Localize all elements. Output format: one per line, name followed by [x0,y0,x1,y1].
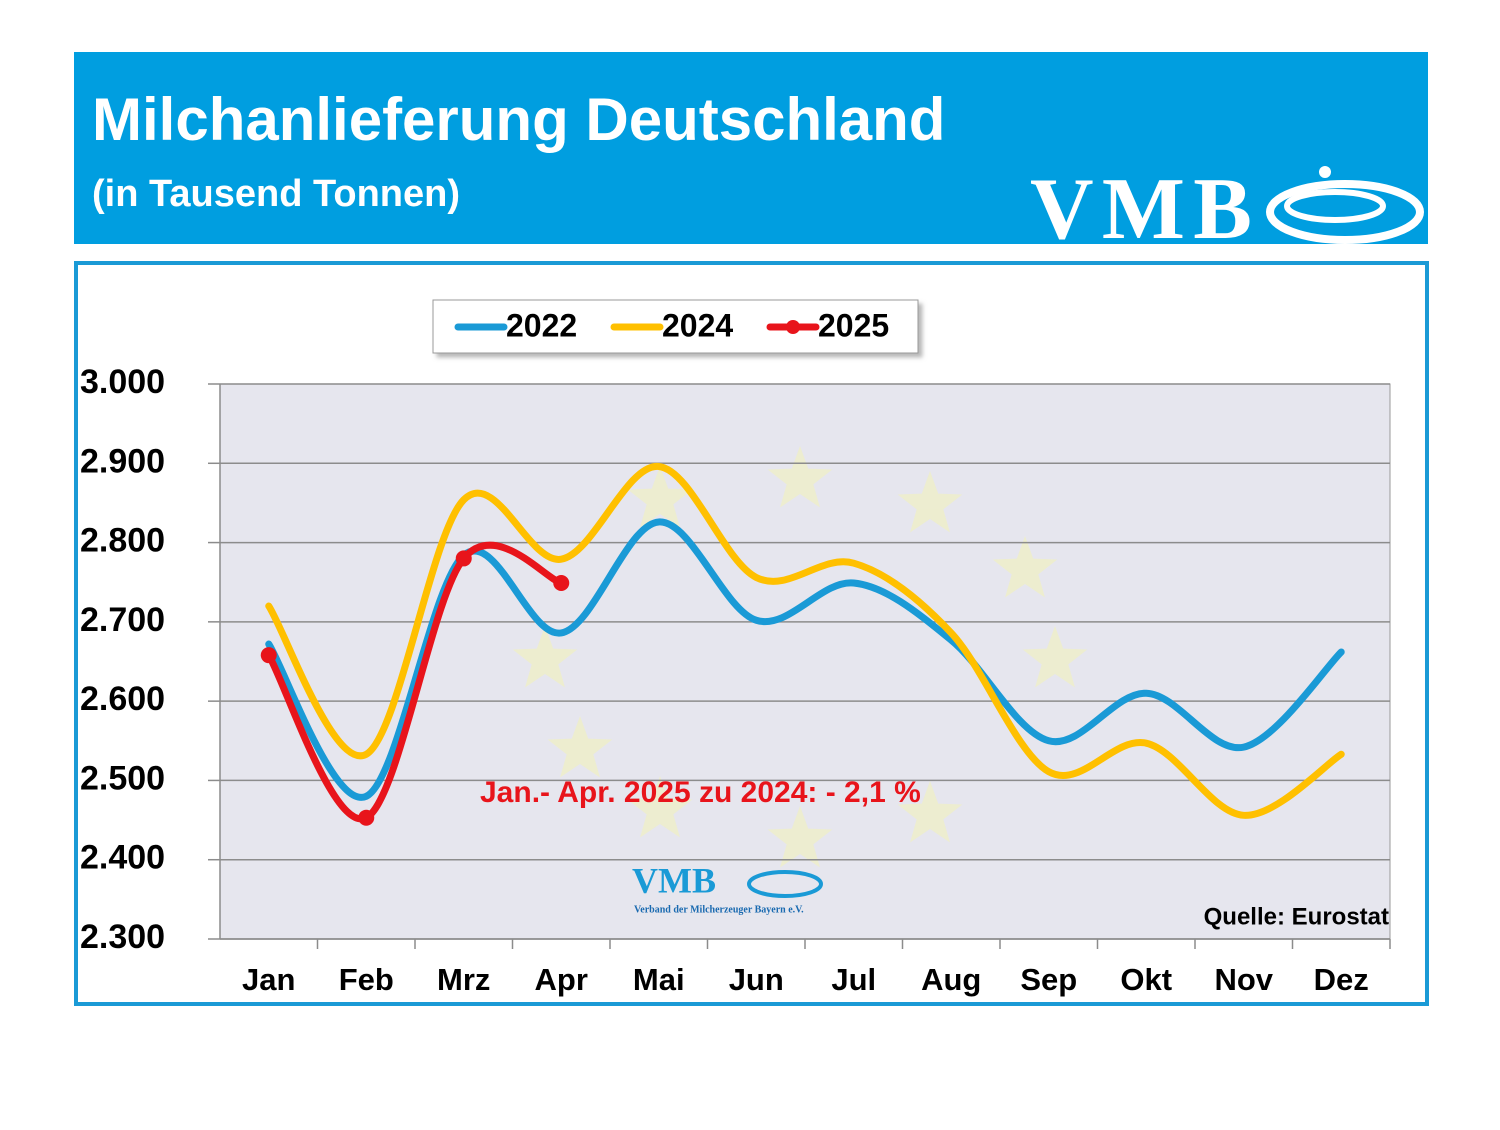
legend [432,299,919,354]
x-tick-label: Feb [339,962,394,997]
point [358,809,375,826]
star [627,466,693,528]
point [553,575,570,592]
line [265,518,1345,801]
line [265,541,565,823]
header-bar [74,52,1428,244]
watermark-logo: VMB [632,860,716,900]
x-tick-label: Jun [729,962,784,997]
legend-label: 2025 [818,307,889,343]
watermark-swoosh [747,870,823,898]
y-tick-label: 2.500 [80,759,165,797]
y-tick-label: 2.900 [80,442,165,480]
star [767,446,833,508]
x-tick-label: Dez [1314,962,1369,997]
annotation: Jan.- Apr. 2025 zu 2024: - 2,1 % [480,776,921,809]
x-tick-label: Jul [831,962,876,997]
x-tick-label: Sep [1020,962,1077,997]
star [547,716,613,778]
x-tick-label: Jan [242,962,295,997]
x-tick-label: Mai [633,962,685,997]
y-tick-label: 2.800 [80,522,165,560]
x-tick-label: Nov [1214,962,1273,997]
y-tick-label: 2.700 [80,601,165,639]
star [512,626,578,688]
legend-label: 2024 [662,307,733,343]
source: Quelle: Eurostat [1204,903,1389,930]
point [260,647,277,664]
watermark-text: Verband der Milcherzeuger Bayern e.V. [634,904,804,915]
star [897,781,963,843]
legend-marker [786,320,800,334]
logo-dot [1319,166,1331,178]
star [627,776,693,838]
y-tick-label: 2.400 [80,839,165,877]
legend-label: 2022 [506,307,577,343]
y-tick-label: 2.600 [80,680,165,718]
x-tick-label: Apr [535,962,588,997]
logo: VMB [1030,161,1424,258]
line [265,462,1345,819]
title: Milchanlieferung Deutschland [92,86,945,153]
x-tick-label: Mrz [437,962,490,997]
point [455,550,472,567]
star [767,806,833,868]
x-tick-label: Aug [921,962,981,997]
subtitle: (in Tausend Tonnen) [92,173,460,215]
x-tick-label: Okt [1120,962,1172,997]
logo-swoosh [1284,189,1386,223]
eu-stars [512,446,1088,868]
star [897,471,963,533]
logo-swoosh [1266,180,1424,244]
y-tick-label: 2.300 [80,918,165,956]
logo-text: VMB [1030,161,1252,258]
star [992,536,1058,598]
y-tick-label: 3.000 [80,363,165,401]
star [1022,626,1088,688]
